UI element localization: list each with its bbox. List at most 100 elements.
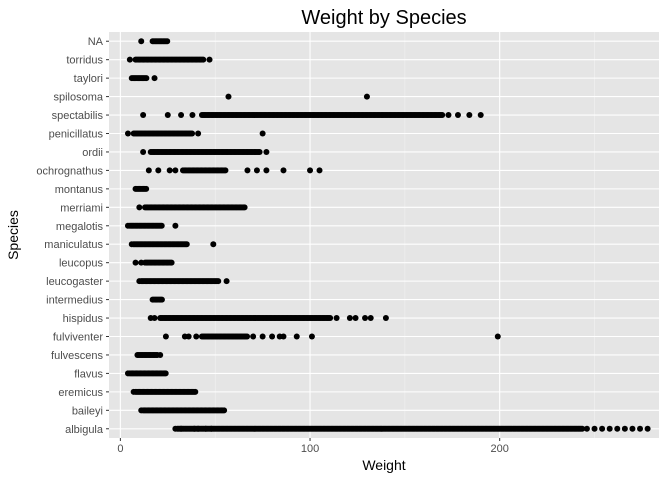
data-point: [128, 241, 135, 248]
data-point: [256, 148, 263, 155]
data-point: [210, 241, 217, 248]
data-point: [308, 333, 315, 340]
data-point: [352, 315, 359, 322]
minor-gridlines: [214, 32, 595, 438]
data-point: [192, 388, 199, 395]
data-point: [138, 407, 145, 414]
data-point: [327, 315, 334, 322]
data-point: [494, 333, 501, 340]
data-point: [606, 425, 613, 432]
data-point: [183, 241, 190, 248]
y-tick-label: leucopus: [59, 258, 104, 270]
scatter-points: [124, 38, 651, 432]
y-axis: albigula baileyi eremicus flavus fulvescens f…: [36, 36, 109, 436]
data-point: [155, 167, 162, 174]
y-tick-label: spectabilis: [52, 110, 104, 122]
data-point: [263, 148, 270, 155]
data-point: [333, 315, 340, 322]
y-tick-label: ordii: [82, 147, 103, 159]
data-point: [215, 278, 222, 285]
data-point: [130, 388, 137, 395]
data-point: [367, 315, 374, 322]
data-point: [629, 425, 636, 432]
y-tick-label: penicillatus: [49, 129, 104, 141]
y-tick-label: flavus: [74, 368, 103, 380]
data-point: [280, 333, 287, 340]
data-point: [195, 130, 202, 137]
data-point: [145, 167, 152, 174]
y-axis-title: Species: [5, 210, 21, 260]
data-point: [244, 333, 251, 340]
data-point: [644, 425, 651, 432]
x-tick-label: 200: [491, 443, 509, 455]
data-point: [158, 296, 165, 303]
data-point: [172, 222, 179, 229]
data-point: [164, 112, 171, 119]
data-point: [293, 333, 300, 340]
data-point: [124, 222, 131, 229]
data-point: [477, 112, 484, 119]
data-point: [363, 93, 370, 100]
data-point: [445, 112, 452, 119]
data-point: [202, 425, 209, 432]
data-point: [158, 222, 165, 229]
data-point: [162, 333, 169, 340]
data-point: [579, 425, 586, 432]
y-tick-label: hispidus: [63, 313, 104, 325]
data-point: [151, 75, 158, 82]
data-point: [138, 38, 145, 45]
data-point: [591, 425, 598, 432]
data-point: [206, 56, 213, 63]
data-point: [162, 370, 169, 377]
x-axis: 0 100 200: [117, 438, 509, 455]
data-point: [151, 315, 158, 322]
y-tick-label: intermedius: [46, 295, 103, 307]
data-point: [253, 167, 260, 174]
data-point: [583, 425, 590, 432]
data-point: [280, 167, 287, 174]
data-point: [269, 333, 276, 340]
y-tick-label: NA: [88, 36, 104, 48]
data-point: [189, 112, 196, 119]
data-point: [208, 425, 215, 432]
y-tick-label: eremicus: [58, 387, 103, 399]
data-point: [168, 259, 175, 266]
data-point: [143, 75, 150, 82]
y-tick-label: maniculatus: [44, 239, 103, 251]
data-point: [221, 407, 228, 414]
y-tick-label: taylori: [74, 73, 103, 85]
data-point: [614, 425, 621, 432]
y-tick-label: leucogaster: [46, 276, 103, 288]
data-point: [189, 130, 196, 137]
data-point: [157, 351, 164, 358]
data-point: [316, 167, 323, 174]
data-point: [466, 112, 473, 119]
data-point: [223, 278, 230, 285]
data-point: [132, 259, 139, 266]
data-point: [166, 167, 173, 174]
plot-panel: [109, 32, 659, 438]
data-point: [439, 112, 446, 119]
data-point: [637, 425, 644, 432]
y-tick-label: albigula: [65, 424, 104, 436]
data-point: [250, 333, 257, 340]
data-point: [193, 333, 200, 340]
data-point: [244, 167, 251, 174]
data-point: [259, 333, 266, 340]
data-point: [259, 130, 266, 137]
data-point: [454, 112, 461, 119]
data-point: [124, 370, 131, 377]
y-tick-label: torridus: [66, 55, 103, 67]
y-tick-label: fulvescens: [51, 350, 103, 362]
y-tick-label: fulviventer: [53, 332, 103, 344]
chart-title: Weight by Species: [301, 7, 466, 29]
data-point: [164, 38, 171, 45]
data-point: [126, 56, 133, 63]
y-tick-label: spilosoma: [53, 92, 103, 104]
data-point: [195, 425, 202, 432]
data-point: [200, 56, 207, 63]
data-point: [178, 112, 185, 119]
data-point: [138, 259, 145, 266]
data-point: [599, 425, 606, 432]
data-point: [621, 425, 628, 432]
